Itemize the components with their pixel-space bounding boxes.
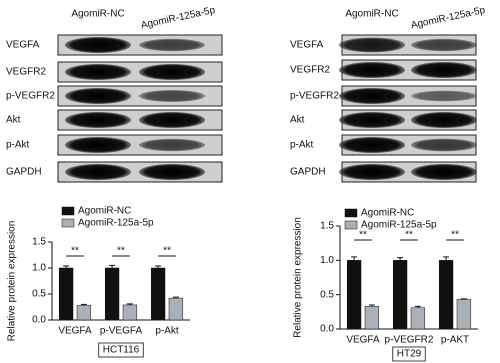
row-label: Akt: [290, 115, 305, 126]
blot-band: [65, 137, 131, 153]
x-tick-label: p-VEGFR2: [385, 335, 434, 346]
x-axis-label-box: [98, 342, 144, 358]
y-tick-label: 1.5: [320, 221, 334, 232]
blot-band: [65, 64, 131, 80]
x-axis-label-box: [392, 346, 426, 362]
y-tick-label: 0.0: [32, 315, 46, 326]
significance-label: **: [451, 230, 459, 241]
significance-label: **: [71, 246, 79, 257]
bar: [58, 267, 74, 321]
y-tick-label: 0.5: [320, 289, 334, 300]
row-label: p-Akt: [6, 140, 30, 151]
column-label: AgomiR-125a-5p: [410, 5, 487, 32]
column-label: AgomiR-125a-5p: [140, 5, 217, 32]
bar: [392, 260, 408, 330]
x-axis-label: HT29: [397, 349, 422, 360]
bar: [104, 267, 120, 321]
bar: [410, 307, 426, 330]
blot-band: [411, 90, 477, 102]
y-tick-label: 0.0: [320, 324, 334, 335]
blot-band: [411, 38, 477, 52]
row-label: GAPDH: [6, 167, 42, 178]
blot-band: [339, 62, 405, 78]
row-label: p-VEGFR2: [290, 91, 339, 102]
legend-label: AgomiR-NC: [78, 206, 131, 217]
blot-band: [139, 164, 205, 180]
blot-band: [339, 137, 405, 153]
bar: [438, 260, 454, 330]
x-axis-label: HCT116: [103, 345, 140, 356]
blot-band: [139, 38, 205, 52]
blot-band: [139, 90, 205, 102]
bar: [456, 299, 472, 330]
significance-label: **: [359, 230, 367, 241]
row-label: GAPDH: [290, 167, 326, 178]
legend-label: AgomiR-125a-5p: [78, 218, 154, 229]
blot-band: [65, 112, 131, 128]
blot-band: [339, 37, 405, 53]
legend-swatch: [344, 220, 358, 230]
blot-band: [411, 112, 477, 128]
blot-band: [339, 164, 405, 180]
blot-band: [65, 88, 131, 104]
blot-band: [411, 138, 477, 152]
row-label: VEGFA: [290, 40, 324, 51]
bar: [346, 260, 362, 330]
bar: [150, 267, 166, 321]
legend-label: AgomiR-NC: [361, 208, 414, 219]
legend-swatch: [61, 218, 75, 228]
y-axis-label: Relative protein expression: [7, 221, 18, 342]
row-label: VEGFA: [6, 40, 40, 51]
legend-label: AgomiR-125a-5p: [361, 220, 437, 231]
row-label: VEGFR2: [290, 65, 330, 76]
row-label: VEGFR2: [6, 67, 46, 78]
significance-label: **: [405, 230, 413, 241]
x-tick-label: p-Akt: [155, 326, 179, 337]
legend-swatch: [344, 208, 358, 218]
blot-band: [139, 64, 205, 80]
blot-band: [339, 88, 405, 104]
significance-label: **: [117, 246, 125, 257]
blot-band: [139, 112, 205, 128]
significance-label: **: [163, 246, 171, 257]
y-axis-label: Relative protein expression: [293, 217, 304, 338]
row-label: p-Akt: [290, 140, 314, 151]
blot-band: [65, 37, 131, 53]
y-tick-label: 1.5: [32, 237, 46, 248]
y-tick-label: 1.0: [32, 263, 46, 274]
row-label: p-VEGFR2: [6, 91, 55, 102]
x-tick-label: p-AKT: [441, 335, 469, 346]
blot-band: [139, 138, 205, 152]
blot-band: [411, 164, 477, 180]
y-tick-label: 0.5: [32, 289, 46, 300]
bar: [76, 305, 92, 321]
bar: [364, 306, 380, 330]
legend-swatch: [61, 206, 75, 216]
blot-band: [339, 112, 405, 128]
column-label: AgomiR-NC: [71, 9, 124, 20]
bar: [168, 297, 184, 321]
x-tick-label: VEGFA: [58, 326, 92, 337]
bar: [122, 304, 138, 321]
column-label: AgomiR-NC: [345, 9, 398, 20]
row-label: Akt: [6, 115, 21, 126]
blot-band: [65, 164, 131, 180]
x-tick-label: VEGFA: [346, 335, 380, 346]
blot-band: [411, 62, 477, 78]
x-tick-label: p-VEGFA: [100, 326, 143, 337]
y-tick-label: 1.0: [320, 255, 334, 266]
